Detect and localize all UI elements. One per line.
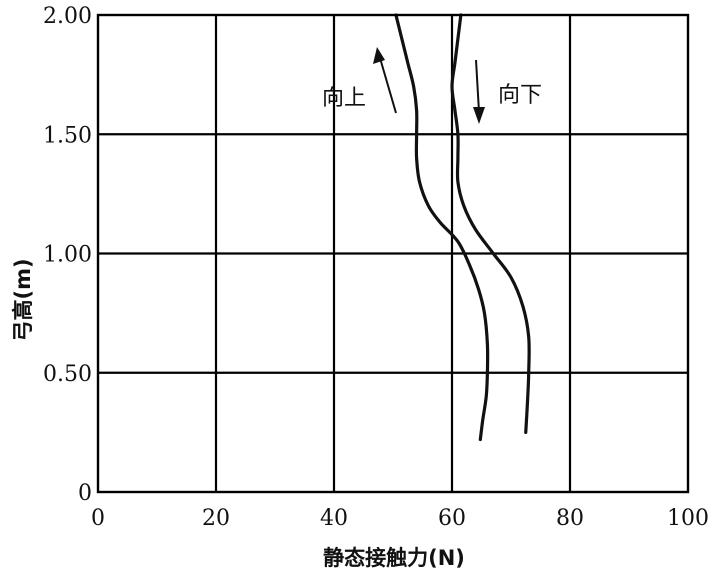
x-tick-label-1: 20 [202, 506, 230, 531]
arrow-down-head [473, 107, 485, 124]
y-tick-label-2: 1.00 [43, 243, 92, 268]
arrow-up-head [373, 47, 385, 64]
plot-frame [96, 13, 690, 494]
arrow-down [475, 59, 480, 113]
grid [98, 15, 688, 492]
x-axis-title: 静态接触力(N) [323, 546, 465, 570]
y-tick-label-4: 2.00 [43, 4, 92, 29]
series-line-down [450, 13, 531, 434]
tick-labels: 0 20 40 60 80 100 0 0.50 1.00 1.50 2.00 [43, 4, 709, 531]
x-tick-label-2: 40 [320, 506, 348, 531]
annotation-up: 向上 [322, 47, 397, 114]
y-axis-title: 弓高(m) [11, 258, 35, 341]
y-tick-label-3: 1.50 [43, 123, 92, 148]
annotation-down-label: 向下 [498, 83, 542, 108]
x-tick-label-0: 0 [91, 506, 105, 531]
annotation-up-label: 向上 [322, 86, 366, 111]
x-tick-label-3: 60 [438, 506, 466, 531]
arrow-up [379, 57, 397, 114]
x-tick-label-5: 100 [667, 506, 709, 531]
curves [394, 13, 531, 442]
annotation-down: 向下 [473, 59, 542, 124]
x-tick-label-4: 80 [556, 506, 584, 531]
series-line-up [394, 13, 490, 442]
y-tick-label-1: 0.50 [43, 362, 92, 387]
y-tick-label-0: 0 [78, 481, 92, 506]
